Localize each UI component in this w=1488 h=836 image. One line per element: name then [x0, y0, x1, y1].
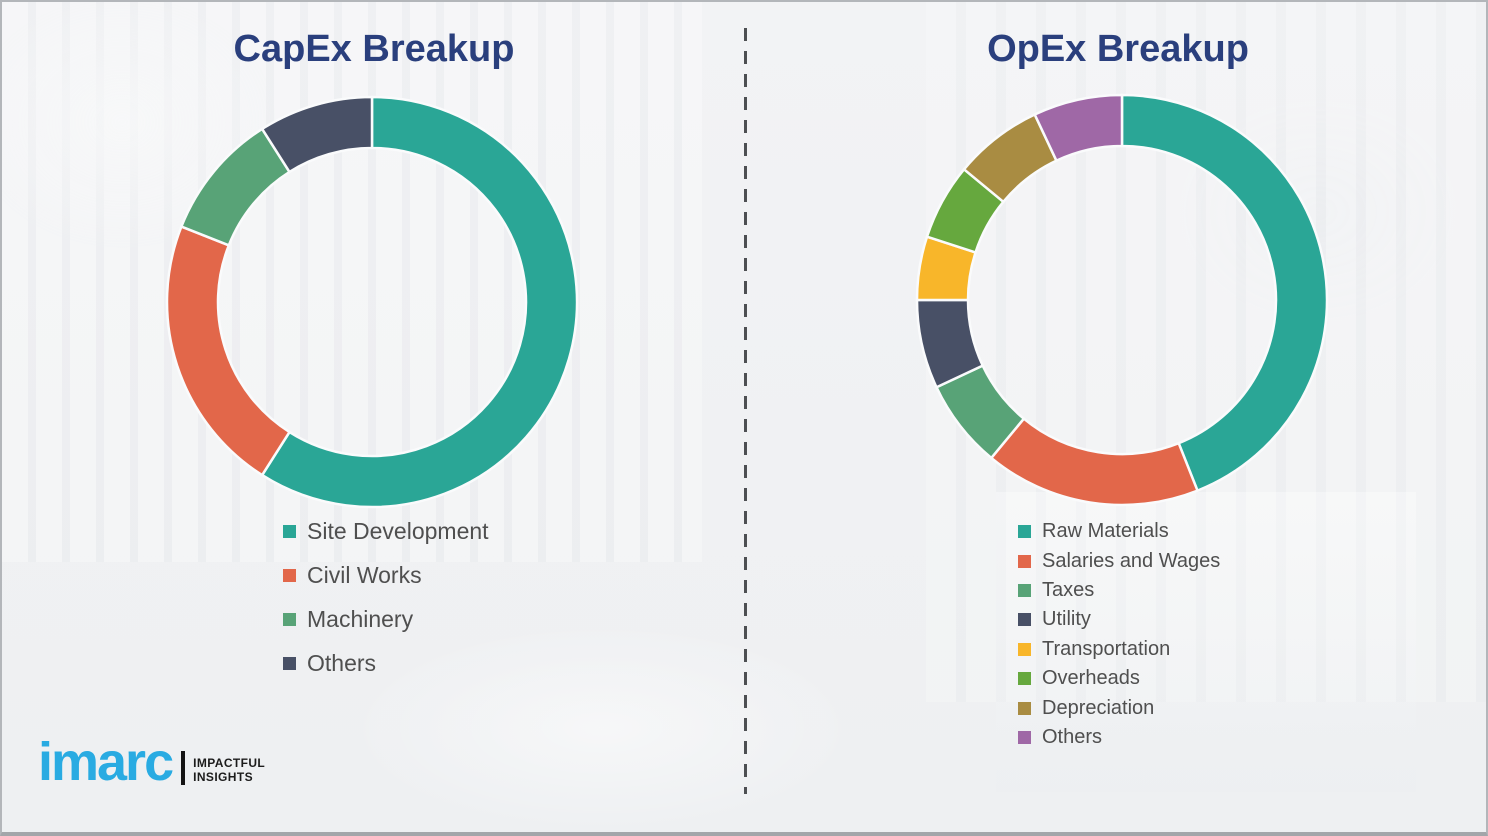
legend-swatch-icon [1018, 583, 1031, 597]
legend-item-civil-works: Civil Works [283, 553, 489, 597]
legend-label: Site Development [307, 517, 489, 544]
logo-tagline-line2: INSIGHTS [193, 769, 253, 784]
legend-swatch-icon [1018, 701, 1031, 715]
legend-label: Raw Materials [1042, 520, 1169, 543]
legend-label: Civil Works [307, 561, 422, 588]
legend-item-salaries-and-wages: Salaries and Wages [1018, 546, 1220, 575]
donut-segment-site-development [260, 95, 579, 509]
legend-label: Others [1042, 725, 1103, 748]
legend-swatch-icon [1018, 730, 1031, 744]
legend-label: Machinery [307, 605, 414, 632]
legend-swatch-icon [1018, 613, 1031, 627]
logo-tagline-line1: IMPACTFUL [193, 756, 266, 771]
legend-label: Utility [1042, 608, 1091, 631]
legend-swatch-icon [1018, 554, 1031, 568]
legend-item-others: Others [1018, 723, 1220, 752]
imarc-logo-wordmark: imarc [38, 732, 174, 792]
legend-item-depreciation: Depreciation [1018, 693, 1220, 722]
legend-item-utility: Utility [1018, 605, 1220, 634]
dashed-divider-line [744, 28, 747, 794]
legend-item-raw-materials: Raw Materials [1018, 517, 1220, 546]
legend-swatch-icon [283, 656, 296, 670]
legend-label: Salaries and Wages [1042, 549, 1221, 572]
legend-swatch-icon [1018, 642, 1031, 656]
legend-label: Overheads [1042, 667, 1140, 690]
legend-swatch-icon [283, 612, 296, 626]
legend-item-taxes: Taxes [1018, 576, 1220, 605]
donut-segment-others [1033, 93, 1124, 162]
legend-item-transportation: Transportation [1018, 635, 1220, 664]
capex-legend: Site Development Civil Works Machinery Othe… [283, 509, 489, 685]
donut-segment-civil-works [165, 225, 291, 477]
legend-label: Others [307, 649, 377, 676]
legend-swatch-icon [1018, 672, 1031, 686]
legend-item-machinery: Machinery [283, 597, 489, 641]
donut-segment-raw-materials [1120, 93, 1329, 492]
legend-label: Depreciation [1042, 696, 1155, 719]
opex-chart-title: OpEx Breakup [987, 28, 1249, 70]
logo-divider-bar [181, 750, 186, 785]
opex-legend: Raw Materials Salaries and Wages Taxes Util… [1018, 517, 1220, 752]
donut-segment-salaries-and-wages [990, 417, 1199, 507]
legend-label: Taxes [1042, 578, 1095, 601]
legend-swatch-icon [1018, 525, 1031, 539]
legend-item-site-development: Site Development [283, 509, 489, 553]
legend-swatch-icon [283, 524, 296, 538]
capex-donut-chart [165, 95, 579, 509]
logo-tagline: IMPACTFUL INSIGHTS [193, 756, 266, 788]
legend-label: Transportation [1042, 637, 1171, 660]
legend-item-overheads: Overheads [1018, 664, 1220, 693]
capex-chart-title: CapEx Breakup [233, 28, 515, 70]
opex-donut-chart [915, 93, 1329, 507]
donut-segment-others [260, 95, 374, 174]
legend-item-others: Others [283, 641, 489, 685]
imarc-logo: imarc IMPACTFUL INSIGHTS [38, 732, 266, 792]
legend-swatch-icon [283, 568, 296, 582]
